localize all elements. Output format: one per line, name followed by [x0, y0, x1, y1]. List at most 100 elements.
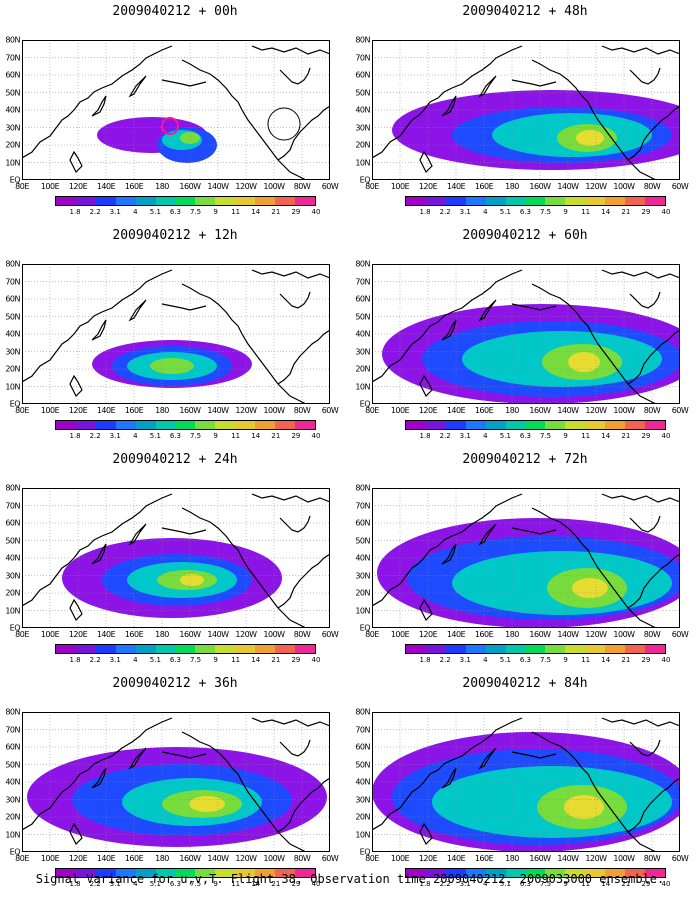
colorbar-tick-label: 11 [231, 432, 241, 440]
colorbar-tick-label: 29 [641, 208, 651, 216]
colorbar-tick-label: 5.1 [499, 208, 511, 216]
latitude-tick-label: 20N [5, 364, 20, 374]
colorbar-labels: 1.8 2.2 3.1 4 5.1 6.3 7.5 9 11 14 21 29 40 [55, 880, 320, 890]
longitude-tick-label: 140E [96, 182, 116, 191]
longitude-tick-label: 140E [96, 406, 116, 415]
colorbar-tick-label: 6.3 [169, 208, 182, 216]
colorbar-segment [605, 421, 626, 429]
longitude-tick-label: 160E [474, 406, 494, 415]
colorbar-segment [95, 197, 116, 205]
coastline [69, 598, 83, 622]
longitude-tick-label: 60W [321, 182, 339, 191]
longitude-labels: 80E 100E 120E 140E 160E 180 160W 140W 120W 100W 80… [365, 406, 689, 416]
colorbar-tick-label: 11 [581, 208, 591, 216]
longitude-tick-label: 100W [613, 630, 635, 639]
longitude-tick-label: 60W [321, 630, 339, 639]
coastline [128, 75, 147, 98]
colorbar-tick-label: 3.1 [459, 656, 471, 664]
variance-contour [180, 574, 204, 586]
longitude-tick-label: 100E [40, 630, 60, 639]
latitude-tick-label: 20N [355, 140, 370, 150]
colorbar-segment [445, 869, 466, 877]
colorbar-tick-label: 11 [231, 656, 241, 664]
latitude-tick-label: 40N [355, 329, 370, 339]
colorbar-tick-label: 5.1 [149, 208, 161, 216]
latitude-tick-label: 50N [355, 536, 370, 545]
colorbar-segment [255, 869, 276, 877]
colorbar-segment [255, 197, 276, 205]
coastline [91, 767, 107, 789]
colorbar-segment [155, 869, 176, 877]
coastline [181, 59, 279, 161]
longitude-tick-label: 160W [179, 182, 201, 191]
colorbar-segment [485, 869, 506, 877]
coastline [627, 553, 680, 609]
colorbar-segment [645, 869, 665, 877]
coastline [372, 45, 523, 159]
colorbar-segment [295, 645, 315, 653]
longitude-tick-label: 160W [529, 406, 551, 415]
longitude-tick-label: 80E [15, 630, 29, 639]
longitude-tick-label: 160E [124, 630, 144, 639]
colorbar-tick-label: 4 [133, 208, 138, 216]
colorbar-tick-label: 1.8 [419, 656, 431, 664]
colorbar-tick-label: 40 [311, 656, 321, 664]
latitude-tick-label: 60N [355, 518, 370, 528]
longitude-tick-label: 160W [179, 854, 201, 863]
colorbar-segment [115, 421, 136, 429]
colorbar-segment [525, 197, 546, 205]
colorbar-segment [75, 421, 96, 429]
variance-map [372, 264, 680, 404]
longitude-labels: 80E 100E 120E 140E 160E 180 160W 140W 120W 100W 80… [365, 630, 689, 640]
colorbar-segment [465, 645, 486, 653]
colorbar-segment [195, 645, 216, 653]
coastline [161, 79, 207, 87]
colorbar-tick-label: 40 [311, 432, 321, 440]
longitude-tick-label: 80E [365, 182, 379, 191]
coastline [22, 45, 173, 159]
latitude-tick-label: EQ [359, 847, 371, 857]
colorbar-tick-label: 40 [661, 432, 671, 440]
latitude-labels: 80N 70N 60N 50N 40N 30N 20N 10N EQ [0, 708, 22, 857]
latitude-tick-label: 50N [5, 312, 20, 321]
longitude-tick-label: 80W [293, 182, 311, 191]
colorbar [405, 196, 666, 206]
longitude-tick-label: 120W [235, 630, 257, 639]
coastline [161, 303, 207, 311]
coastline [277, 159, 307, 180]
colorbar-tick-label: 4 [133, 432, 138, 440]
latitude-tick-label: EQ [359, 399, 371, 409]
longitude-tick-label: 140W [207, 854, 229, 863]
colorbar-tick-label: 6.3 [519, 432, 532, 440]
colorbar-segment [295, 869, 315, 877]
colorbar-segment [565, 421, 586, 429]
map-panel-12h: 2009040212 + 12h 80N 70N 60N 50N 40N 30N 20N 10N… [0, 224, 350, 448]
longitude-tick-label: 80W [293, 630, 311, 639]
colorbar-tick-label: 6.3 [169, 432, 182, 440]
colorbar-tick-label: 7.5 [189, 880, 202, 888]
coastline [128, 747, 147, 770]
map-panel-24h: 2009040212 + 24h 80N 70N 60N 50N 40N 30N 20N 10N… [0, 448, 350, 672]
latitude-tick-label: 40N [5, 105, 20, 115]
latitude-tick-label: 20N [5, 812, 20, 822]
longitude-tick-label: 120E [418, 630, 438, 639]
colorbar-segment [215, 421, 236, 429]
colorbar-tick-label: 9 [213, 208, 218, 216]
coastline [627, 831, 657, 852]
coastline [372, 717, 523, 831]
variance-contour [180, 132, 200, 144]
colorbar-segment [545, 869, 566, 877]
colorbar-tick-label: 21 [271, 656, 281, 664]
latitude-tick-label: 30N [5, 795, 20, 804]
colorbar-segment [135, 421, 156, 429]
colorbar-segment [275, 869, 296, 877]
map-panel-60h: 2009040212 + 60h 80N 70N 60N 50N 40N 30N 20N 10N… [350, 224, 700, 448]
latitude-tick-label: 50N [5, 88, 20, 97]
colorbar-segment [625, 645, 646, 653]
coastline [441, 319, 457, 341]
coastline [279, 515, 311, 533]
longitude-tick-label: 120E [68, 406, 88, 415]
colorbar-tick-label: 40 [661, 208, 671, 216]
colorbar-segment [585, 645, 606, 653]
map-panel-72h: 2009040212 + 72h 80N 70N 60N 50N 40N 30N 20N 10N… [350, 448, 700, 672]
